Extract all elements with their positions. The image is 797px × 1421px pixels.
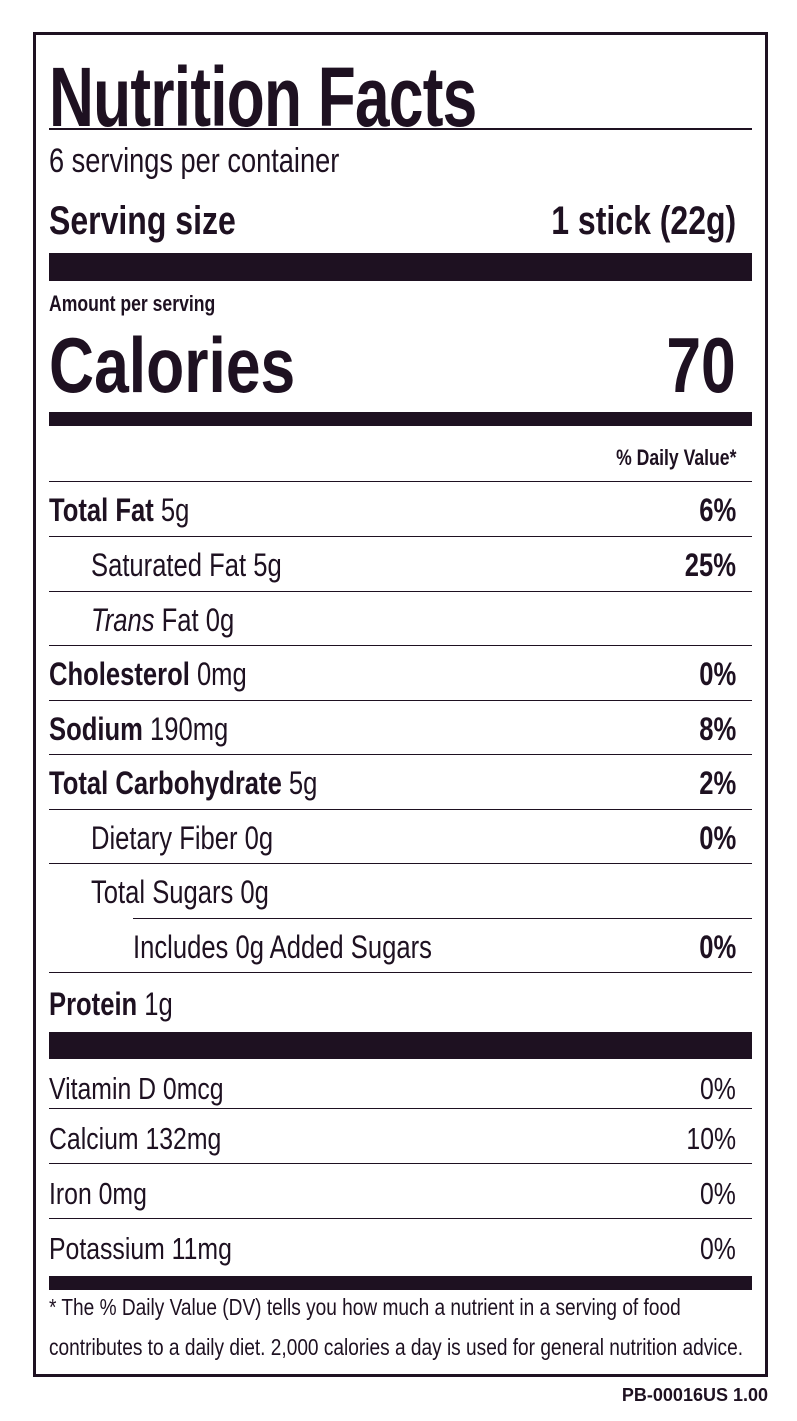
serving-size-value: 1 stick (22g) (551, 198, 736, 243)
row-divider (49, 754, 752, 755)
vitamin-row-potassium: Potassium 11mg 0% (49, 1231, 736, 1266)
nutrient-row-cholesterol: Cholesterol 0mg 0% (49, 655, 736, 692)
servings-per-container: 6 servings per container (49, 141, 340, 180)
vitamin-row-iron: Iron 0mg 0% (49, 1176, 736, 1211)
dv-value: 0% (700, 1176, 736, 1211)
nutrient-row-saturated-fat: Saturated Fat 5g 25% (91, 546, 736, 583)
row-divider (49, 1163, 752, 1164)
nutrient-row-total-carbohydrate: Total Carbohydrate 5g 2% (49, 764, 736, 801)
dv-value: 25% (684, 546, 736, 583)
product-code: PB-00016US 1.00 (621, 1385, 768, 1405)
calories-label: Calories (49, 320, 296, 409)
vitamin-row-calcium: Calcium 132mg 10% (49, 1121, 736, 1156)
dv-value: 0% (699, 928, 736, 965)
row-divider (49, 972, 752, 973)
dv-value: 0% (700, 1071, 736, 1106)
dv-value: 0% (699, 819, 736, 856)
nutrient-row-trans-fat: Trans Fat 0g (91, 601, 235, 638)
thick-divider-calories (49, 412, 752, 426)
nutrient-row-sodium: Sodium 190mg 8% (49, 710, 736, 747)
nutrient-row-total-sugars: Total Sugars 0g (91, 873, 269, 910)
row-divider (49, 1218, 752, 1219)
daily-value-header: % Daily Value* (615, 445, 736, 470)
thick-divider-vitamins (49, 1032, 752, 1059)
calories-row: Calories 70 (49, 315, 752, 415)
calories-value: 70 (666, 320, 736, 409)
row-divider (49, 645, 752, 646)
row-divider (49, 536, 752, 537)
nutrient-row-added-sugars: Includes 0g Added Sugars 0% (133, 928, 736, 965)
row-divider (49, 700, 752, 701)
vitamin-row-vitamin-d: Vitamin D 0mcg 0% (49, 1071, 736, 1106)
row-divider (49, 591, 752, 592)
serving-size-row: Serving size 1 stick (22g) (49, 193, 752, 249)
amount-per-serving: Amount per serving (49, 291, 216, 316)
dv-value: 0% (700, 1231, 736, 1266)
dv-value: 8% (699, 710, 736, 747)
serving-size-label: Serving size (49, 198, 236, 243)
nutrition-facts-label: Nutrition Facts 6 servings per container… (33, 32, 768, 1377)
dv-value: 0% (699, 655, 736, 692)
row-divider-indented (133, 918, 752, 919)
row-divider (49, 481, 752, 482)
dv-value: 6% (699, 491, 736, 528)
nutrient-row-total-fat: Total Fat 5g 6% (49, 491, 736, 528)
daily-value-footnote: * The % Daily Value (DV) tells you how m… (49, 1294, 744, 1360)
thick-divider-footnote (49, 1276, 752, 1290)
title-divider (49, 128, 752, 130)
nutrient-row-dietary-fiber: Dietary Fiber 0g 0% (91, 819, 736, 856)
nutrient-row-protein: Protein 1g (49, 985, 173, 1022)
row-divider (49, 809, 752, 810)
row-divider (49, 863, 752, 864)
label-title: Nutrition Facts (49, 49, 477, 144)
row-divider (49, 1108, 752, 1109)
thick-divider-top (49, 253, 752, 281)
dv-value: 10% (686, 1121, 736, 1156)
dv-value: 2% (699, 764, 736, 801)
